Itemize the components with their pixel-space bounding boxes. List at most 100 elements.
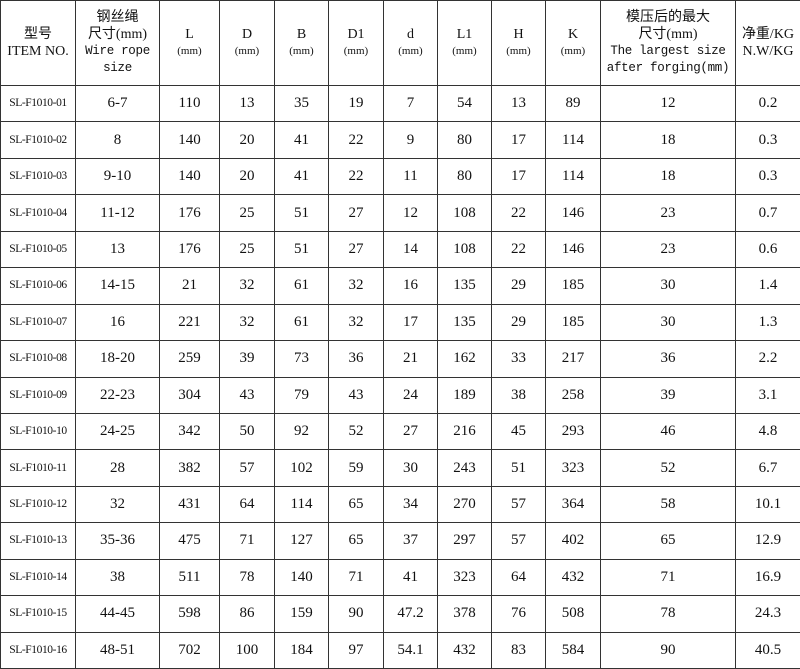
cell-d1: 22 [328,121,384,159]
cell-d-outer: 100 [219,631,275,669]
dim-unit: (mm) [560,45,586,57]
cell-l1: 243 [437,449,492,487]
cell-rope-size: 9-10 [75,157,160,196]
cell-d1: 32 [328,267,384,305]
cell-net-weight: 4.8 [735,412,800,451]
dim-label: L [185,27,194,42]
header-forging-cn1: 模压后的最大 [626,10,710,25]
cell-item-no: SL-F1010-01 [0,84,76,123]
cell-d1: 27 [328,194,384,232]
cell-l1: 80 [437,157,492,196]
header-forging-size: 模压后的最大 尺寸(mm) The largest size after for… [600,0,736,86]
cell-h: 29 [491,267,546,305]
cell-b: 140 [274,558,329,597]
cell-net-weight: 40.5 [735,631,800,669]
header-forging-cn2: 尺寸(mm) [638,27,698,42]
cell-b: 41 [274,121,329,159]
cell-rope-size: 18-20 [75,340,160,378]
cell-l: 511 [159,558,220,597]
header-dim: K (mm) [545,0,601,86]
cell-d-outer: 32 [219,303,275,342]
cell-rope-size: 22-23 [75,376,160,414]
dim-label: K [567,27,579,42]
cell-forging-size: 71 [600,558,736,597]
cell-k: 89 [545,84,601,123]
cell-rope-size: 13 [75,230,160,269]
cell-net-weight: 0.2 [735,84,800,123]
cell-forging-size: 30 [600,303,736,342]
cell-h: 83 [491,631,546,669]
cell-d-inner: 11 [383,157,438,196]
cell-rope-size: 24-25 [75,412,160,451]
cell-rope-size: 11-12 [75,194,160,232]
cell-d-inner: 27 [383,412,438,451]
cell-l: 21 [159,267,220,305]
cell-forging-size: 65 [600,522,736,560]
cell-k: 114 [545,121,601,159]
cell-d-outer: 64 [219,485,275,524]
cell-b: 41 [274,157,329,196]
dim-label: D1 [347,27,365,42]
cell-l1: 108 [437,230,492,269]
table-row: SL-F1010-15 44-45 598 86 159 90 47.2 378 76 508 78… [0,595,800,633]
cell-forging-size: 18 [600,121,736,159]
dim-unit: (mm) [234,45,260,57]
cell-l: 475 [159,522,220,560]
cell-k: 364 [545,485,601,524]
cell-h: 29 [491,303,546,342]
cell-forging-size: 46 [600,412,736,451]
table-row: SL-F1010-07 16 221 32 61 32 17 135 29 185 30 1.3 [0,303,800,342]
cell-b: 114 [274,485,329,524]
header-rope-size: 钢丝绳 尺寸(mm) Wire rope size [75,0,160,86]
cell-d-outer: 50 [219,412,275,451]
cell-b: 51 [274,194,329,232]
table-row: SL-F1010-06 14-15 21 32 61 32 16 135 29 185 30 1.4 [0,267,800,305]
cell-h: 45 [491,412,546,451]
cell-rope-size: 6-7 [75,84,160,123]
cell-net-weight: 3.1 [735,376,800,414]
cell-l: 176 [159,230,220,269]
cell-item-no: SL-F1010-07 [0,303,76,342]
dim-unit: (mm) [398,45,423,57]
cell-d-outer: 20 [219,121,275,159]
cell-k: 293 [545,412,601,451]
cell-l: 140 [159,157,220,196]
cell-rope-size: 35-36 [75,522,160,560]
cell-d1: 52 [328,412,384,451]
cell-d-inner: 37 [383,522,438,560]
cell-b: 127 [274,522,329,560]
cell-d-inner: 34 [383,485,438,524]
dim-label: B [296,27,307,42]
header-item-en: ITEM NO. [7,44,69,59]
cell-d-inner: 9 [383,121,438,159]
cell-d1: 97 [328,631,384,669]
cell-d-inner: 54.1 [383,631,438,669]
cell-l1: 135 [437,267,492,305]
dim-label: H [513,27,524,42]
table-row: SL-F1010-16 48-51 702 100 184 97 54.1 432 83 584 9… [0,631,800,669]
cell-rope-size: 8 [75,121,160,159]
cell-h: 17 [491,157,546,196]
cell-l: 259 [159,340,220,378]
cell-rope-size: 48-51 [75,631,160,669]
cell-k: 432 [545,558,601,597]
cell-h: 57 [491,485,546,524]
cell-l1: 216 [437,412,492,451]
cell-b: 73 [274,340,329,378]
dim-unit: (mm) [452,45,477,57]
cell-l1: 323 [437,558,492,597]
cell-item-no: SL-F1010-02 [0,121,76,159]
dim-unit: (mm) [343,45,369,57]
table-row: SL-F1010-12 32 431 64 114 65 34 270 57 364 58 10.1 [0,485,800,524]
cell-d-outer: 78 [219,558,275,597]
cell-d-outer: 57 [219,449,275,487]
cell-d-inner: 30 [383,449,438,487]
cell-forging-size: 78 [600,595,736,633]
dim-label: L1 [456,27,473,42]
cell-h: 51 [491,449,546,487]
cell-net-weight: 16.9 [735,558,800,597]
cell-forging-size: 23 [600,194,736,232]
cell-forging-size: 90 [600,631,736,669]
cell-net-weight: 0.3 [735,157,800,196]
